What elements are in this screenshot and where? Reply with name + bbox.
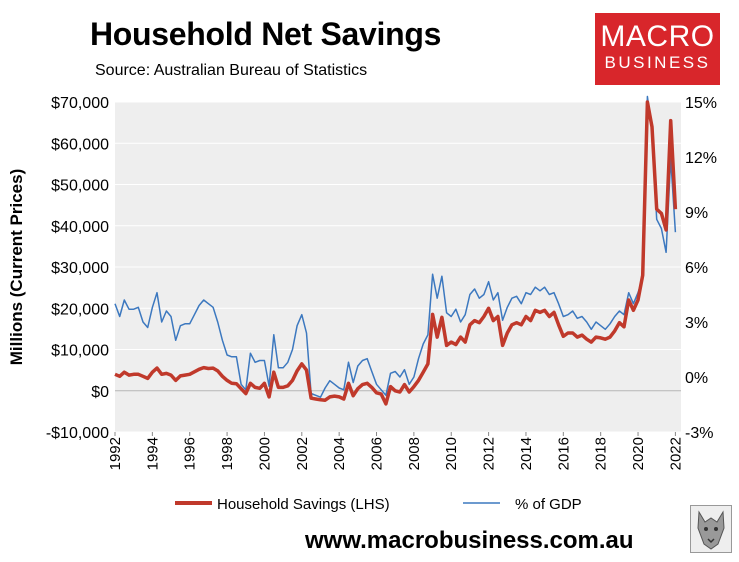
y-tick-label: $10,000 [51, 343, 109, 360]
y-axis-left: -$10,000 $0 $10,000 $20,000 $30,000 $40,000 $5… [46, 95, 109, 442]
legend-savings-label: Household Savings (LHS) [217, 496, 390, 513]
y2-tick-label: 9% [685, 205, 708, 222]
y-tick-label: $40,000 [51, 219, 109, 236]
chart-title: Household Net Savings [90, 16, 442, 52]
legend-gdp-label: % of GDP [515, 496, 582, 513]
y-axis-right: -3% 0% 3% 6% 9% 12% 15% [685, 95, 717, 442]
y-tick-label: $70,000 [51, 95, 109, 112]
series-savings-line [114, 100, 678, 406]
y-tick-label: $0 [91, 384, 109, 401]
gridlines [115, 101, 681, 433]
x-tick-label: 2020 [630, 437, 647, 470]
y2-tick-label: -3% [685, 425, 713, 442]
y2-tick-label: 6% [685, 260, 708, 277]
legend: Household Savings (LHS) % of GDP [175, 496, 582, 513]
y2-tick-label: 0% [685, 370, 708, 387]
y2-tick-label: 12% [685, 150, 717, 167]
x-axis: 1992 1994 1996 1998 2000 2002 2004 2006 2008 2010… [107, 432, 684, 470]
x-tick-label: 2006 [369, 437, 386, 470]
x-tick-label: 2012 [481, 437, 498, 470]
series-gdp-line [114, 95, 677, 398]
footer-url[interactable]: www.macrobusiness.com.au [305, 527, 634, 554]
chart-source: Source: Australian Bureau of Statistics [95, 62, 368, 79]
x-tick-label: 2016 [555, 437, 572, 470]
y2-tick-label: 15% [685, 95, 717, 112]
x-tick-label: 2000 [256, 437, 273, 470]
x-tick-label: 2008 [406, 437, 423, 470]
y-tick-label: $20,000 [51, 301, 109, 318]
macrobusiness-logo: MACRO BUSINESS [595, 13, 720, 85]
y-tick-label: -$10,000 [46, 425, 109, 442]
wolf-logo-icon [690, 505, 732, 553]
x-tick-label: 1992 [107, 437, 124, 470]
x-tick-label: 1998 [219, 437, 236, 470]
x-tick-label: 1996 [182, 437, 199, 470]
logo-line2: BUSINESS [604, 53, 711, 72]
x-tick-label: 2018 [593, 437, 610, 470]
y-tick-label: $60,000 [51, 136, 109, 153]
x-tick-label: 2004 [331, 437, 348, 470]
y-tick-label: $50,000 [51, 178, 109, 195]
x-tick-label: 2014 [518, 437, 535, 470]
logo-line1: MACRO [600, 20, 715, 53]
series-lines [114, 95, 678, 406]
x-tick-label: 2002 [294, 437, 311, 470]
y-tick-label: $30,000 [51, 260, 109, 277]
x-tick-label: 2010 [443, 437, 460, 470]
y2-tick-label: 3% [685, 315, 708, 332]
y-axis-label: Millions (Current Prices) [7, 169, 26, 365]
x-tick-label: 2022 [667, 437, 684, 470]
x-tick-label: 1994 [144, 437, 161, 470]
